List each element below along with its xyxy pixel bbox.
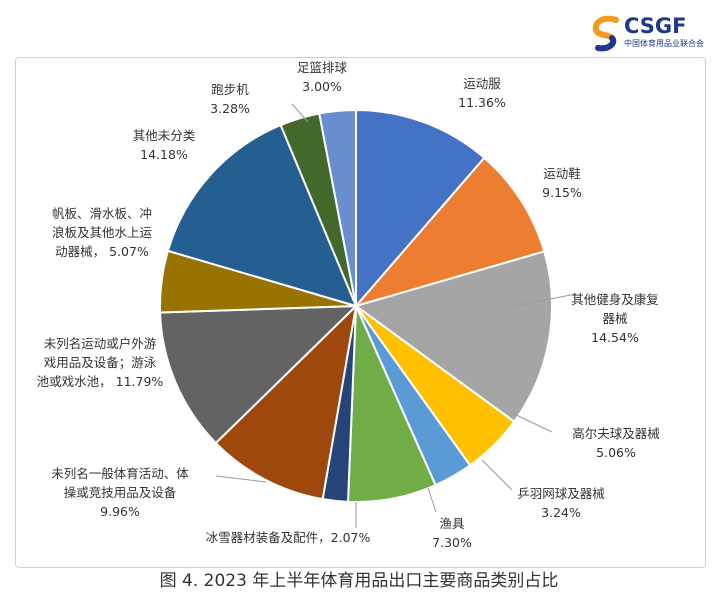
leader-line-6 [427, 487, 437, 513]
csgf-logo: CSGF 中国体育用品业联合会 [590, 14, 712, 54]
logo-wordmark: CSGF [624, 14, 687, 38]
slice-label-6: 渔具 7.30% [432, 516, 472, 550]
slice-label-11: 其他未分类 14.18% [133, 128, 196, 162]
slice-label-8: 未列名一般体育活动、体操或竞技用品及设备 9.96% [51, 466, 189, 519]
slice-label-3: 其他健身及康复器械 14.54% [571, 292, 659, 345]
slice-label-9: 未列名运动或户外游戏用品及设备；游泳池或戏水池， 11.79% [37, 336, 164, 389]
slice-label-4: 高尔夫球及器械 5.06% [572, 426, 660, 460]
slice-label-2: 运动鞋 9.15% [542, 166, 582, 200]
slice-labels: 运动服 11.36% 运动鞋 9.15% 其他健身及康复器械 14.54% 高尔夫球及器械 5… [37, 60, 661, 550]
leader-line-4 [513, 413, 553, 433]
leader-line-12 [291, 103, 309, 123]
figure-caption: 图 4. 2023 年上半年体育用品出口主要商品类别占比 [159, 571, 559, 591]
leader-line-8 [215, 475, 267, 483]
leader-line-5 [481, 459, 513, 491]
pie-slice-11 [166, 123, 358, 308]
pie-slice-9 [159, 304, 359, 445]
slice-label-10: 帆板、滑水板、冲浪板及其他水上运动器械， 5.07% [52, 206, 153, 259]
slice-label-13: 足篮排球 3.00% [297, 60, 348, 94]
pie-slice-3 [353, 250, 553, 424]
pie-slices [159, 108, 553, 503]
logo-subtitle: 中国体育用品业联合会 [624, 39, 704, 48]
slice-label-5: 乒羽网球及器械 3.24% [517, 486, 605, 520]
leader-line-3 [513, 293, 577, 307]
slice-label-1: 运动服 11.36% [458, 76, 506, 110]
slice-label-12: 跑步机 3.28% [210, 82, 250, 116]
leader-lines [215, 103, 577, 528]
pie-slice-8 [214, 303, 358, 501]
slice-label-7: 冰雪器材装备及配件，2.07% [206, 530, 371, 545]
chart-frame: 运动服 11.36% 运动鞋 9.15% 其他健身及康复器械 14.54% 高尔夫球及器械 5… [15, 57, 706, 568]
csgf-logo-icon [592, 15, 619, 52]
pie-slice-13 [318, 108, 357, 307]
pie-slice-2 [353, 156, 546, 308]
pie-chart: 运动服 11.36% 运动鞋 9.15% 其他健身及康复器械 14.54% 高尔夫球及器械 5… [37, 60, 661, 550]
pie-slice-1 [355, 108, 486, 309]
